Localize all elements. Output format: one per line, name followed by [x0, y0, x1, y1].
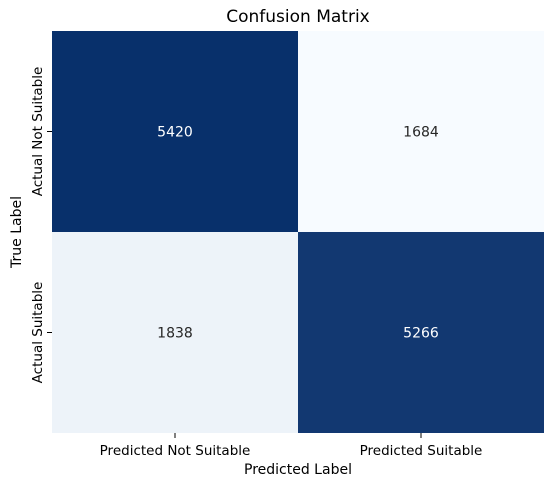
chart-title: Confusion Matrix	[226, 7, 370, 27]
y-axis-label: True Label	[9, 196, 25, 269]
cell-value-label: 1838	[157, 326, 193, 342]
cell-value-label: 5420	[157, 125, 193, 141]
x-tick-label: Predicted Suitable	[360, 443, 483, 459]
cell-value-label: 5266	[403, 326, 439, 342]
axis-ticks: Predicted Not Suitable Predicted Suitable…	[30, 67, 482, 459]
y-tick-label: Actual Not Suitable	[30, 67, 46, 197]
x-tick-label: Predicted Not Suitable	[100, 443, 251, 459]
cell-value-label: 1684	[403, 125, 439, 141]
x-axis-label: Predicted Label	[244, 462, 352, 478]
heatmap-cell	[52, 31, 298, 232]
heatmap-cell	[298, 232, 544, 433]
y-tick-label: Actual Suitable	[30, 282, 46, 384]
heatmap-cells: 5420 1684 1838 5266	[52, 31, 544, 433]
heatmap-cell	[298, 31, 544, 232]
heatmap-cell	[52, 232, 298, 433]
